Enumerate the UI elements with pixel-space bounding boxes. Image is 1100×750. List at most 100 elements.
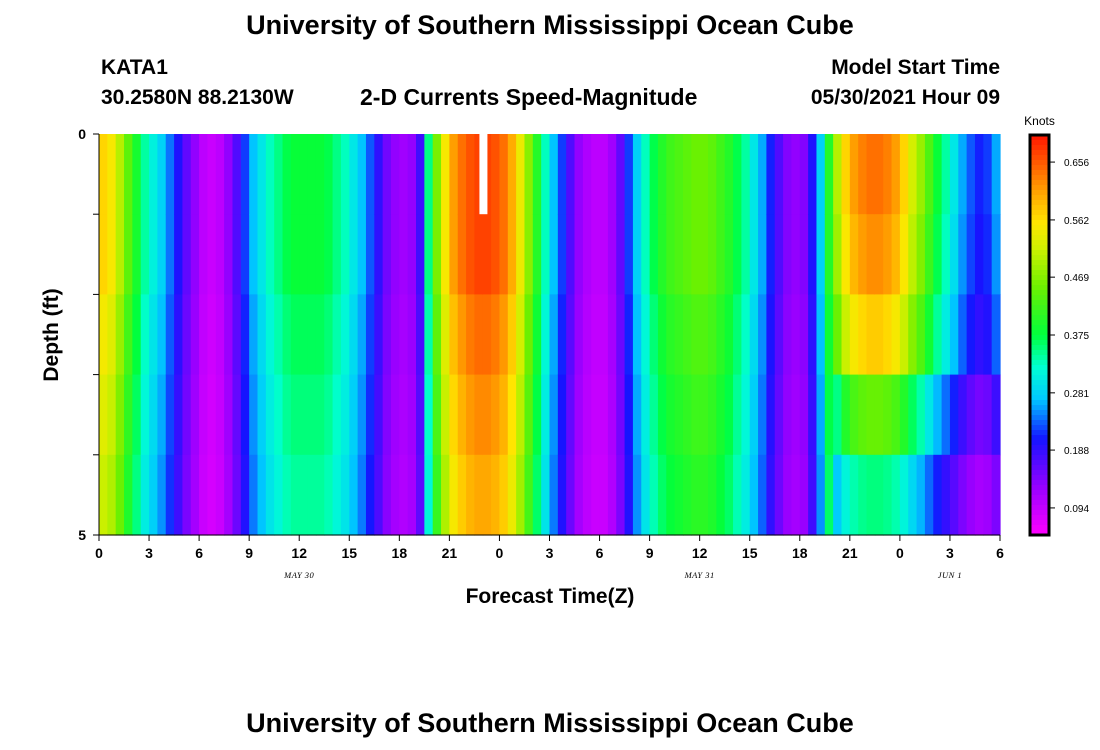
heatmap-cell xyxy=(791,374,801,456)
heatmap-cell xyxy=(849,454,859,536)
heatmap-cell xyxy=(482,374,492,456)
heatmap-cell xyxy=(691,454,701,536)
heatmap-cell xyxy=(549,374,559,456)
heatmap-cell xyxy=(299,374,309,456)
colorbar-segment xyxy=(1030,215,1049,221)
heatmap-cell xyxy=(449,454,459,536)
heatmap-cell xyxy=(299,134,309,215)
heatmap-cell xyxy=(290,294,300,376)
colorbar-segment xyxy=(1030,375,1049,381)
heatmap-cell xyxy=(758,214,768,295)
colorbar-segment xyxy=(1030,320,1049,326)
x-tick-label: 0 xyxy=(896,545,904,561)
heatmap-cell xyxy=(758,294,768,376)
heatmap-cell xyxy=(783,294,793,376)
heatmap-cell xyxy=(399,294,409,376)
heatmap-cell xyxy=(441,134,450,215)
heatmap-cell xyxy=(215,294,225,376)
heatmap-cell xyxy=(858,214,868,295)
heatmap-cell xyxy=(557,454,567,536)
colorbar-segment xyxy=(1030,465,1049,471)
heatmap-cell xyxy=(657,214,667,295)
heatmap-cell xyxy=(632,454,642,536)
heatmap-cell xyxy=(883,374,893,456)
colorbar-segment xyxy=(1030,175,1049,181)
heatmap-cell xyxy=(215,374,225,456)
colorbar-segment xyxy=(1030,335,1049,341)
heatmap-cell xyxy=(708,374,717,456)
heatmap-cell xyxy=(916,214,926,295)
heatmap-cell xyxy=(866,374,876,456)
heatmap-cell xyxy=(808,214,818,295)
heatmap-cell xyxy=(708,454,717,536)
x-tick-label: 18 xyxy=(392,545,408,561)
heatmap-cell xyxy=(591,134,601,215)
colorbar-segment xyxy=(1030,515,1049,521)
heatmap-cell xyxy=(474,294,484,376)
heatmap-cell xyxy=(724,214,734,295)
heatmap-cell xyxy=(374,454,384,536)
heatmap-cell xyxy=(466,294,476,376)
heatmap-cell xyxy=(949,294,959,376)
heatmap-cell xyxy=(666,214,676,295)
heatmap-cell xyxy=(916,294,926,376)
heatmap-cell xyxy=(541,214,551,295)
heatmap-cell xyxy=(616,134,626,215)
heatmap-cell xyxy=(774,214,784,295)
heatmap-cell xyxy=(958,294,968,376)
x-tick-label: 0 xyxy=(95,545,103,561)
colorbar-segment xyxy=(1030,530,1049,536)
heatmap-cell xyxy=(257,134,267,215)
heatmap-cell xyxy=(599,214,609,295)
colorbar-segment xyxy=(1030,390,1049,396)
heatmap-cell xyxy=(716,294,726,376)
heatmap-cell xyxy=(340,214,350,295)
heatmap-cell xyxy=(416,214,425,295)
x-tick-label: 3 xyxy=(946,545,954,561)
colorbar-segment xyxy=(1030,195,1049,201)
heatmap-cell xyxy=(649,374,659,456)
heatmap-cell xyxy=(724,134,734,215)
heatmap-cell xyxy=(566,134,576,215)
heatmap-cell xyxy=(249,294,259,376)
heatmap-cell xyxy=(274,294,284,376)
colorbar-segment xyxy=(1030,160,1049,166)
x-date-label: JUN 1 xyxy=(938,570,962,580)
colorbar-tick-label: 0.469 xyxy=(1064,273,1089,284)
heatmap-cell xyxy=(282,294,292,376)
heatmap-cell xyxy=(157,294,167,376)
colorbar-segment xyxy=(1030,520,1049,526)
heatmap-cell xyxy=(908,374,918,456)
heatmap-cell xyxy=(449,374,459,456)
heatmap-cell xyxy=(207,374,217,456)
heatmap-cell xyxy=(766,134,776,215)
heatmap-cell xyxy=(599,454,609,536)
heatmap-cell xyxy=(974,134,984,215)
x-date-label: MAY 31 xyxy=(684,570,715,580)
heatmap-cell xyxy=(349,214,359,295)
heatmap-cell xyxy=(265,134,275,215)
heatmap-cell xyxy=(549,294,559,376)
heatmap-cell xyxy=(249,454,259,536)
heatmap-cell xyxy=(374,134,384,215)
heatmap-cell xyxy=(382,294,392,376)
heatmap-cell xyxy=(799,214,809,295)
colorbar-segment xyxy=(1030,350,1049,356)
heatmap-cell xyxy=(349,374,359,456)
heatmap-cell xyxy=(682,374,692,456)
heatmap-cell xyxy=(532,454,542,536)
colorbar-segment xyxy=(1030,315,1049,321)
heatmap-cell xyxy=(140,134,150,215)
colorbar-segment xyxy=(1030,420,1049,426)
heatmap-cell xyxy=(407,374,417,456)
heatmap-cell xyxy=(382,454,392,536)
colorbar-segment xyxy=(1030,140,1049,146)
heatmap-cell xyxy=(649,454,659,536)
heatmap-cell xyxy=(966,134,976,215)
heatmap-cell xyxy=(416,374,425,456)
heatmap-cell xyxy=(382,374,392,456)
heatmap-cell xyxy=(674,454,684,536)
heatmap-cell xyxy=(257,374,267,456)
heatmap-cell xyxy=(107,454,117,536)
heatmap-cell xyxy=(432,134,442,215)
